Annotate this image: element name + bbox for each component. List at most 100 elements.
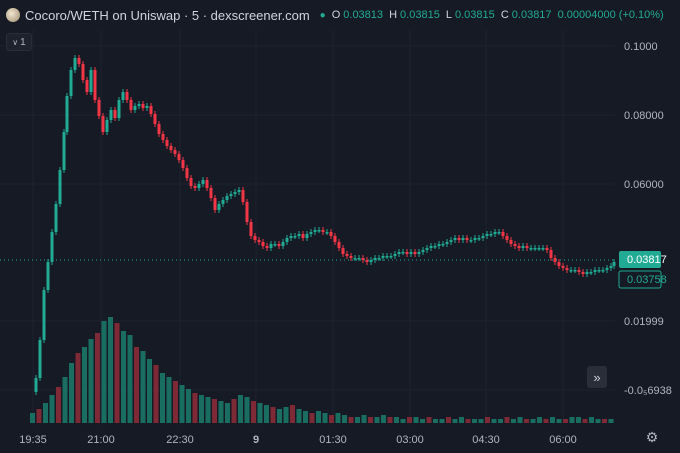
volume-bar <box>95 333 100 423</box>
candle-body <box>569 270 573 272</box>
high-label: H <box>389 9 398 21</box>
candle-body <box>62 132 66 170</box>
candle-body <box>465 238 469 240</box>
volume-bar <box>153 365 159 423</box>
price-axis-tick: -0.0₅6938 <box>624 385 672 397</box>
volume-bar <box>556 419 562 423</box>
volume-bar <box>192 393 198 423</box>
candle-body <box>205 180 209 188</box>
candle-body <box>581 272 585 274</box>
candle-body <box>389 256 393 258</box>
volume-bar <box>426 417 432 423</box>
candle-body <box>477 238 481 240</box>
volume-bar <box>179 385 185 423</box>
chart-settings-button[interactable]: ⚙ <box>644 429 660 445</box>
last-price-label: 0.03817 <box>627 254 667 266</box>
candle-body <box>493 232 497 234</box>
candle-body <box>533 248 537 250</box>
volume-bar <box>329 415 334 423</box>
high-value: 0.03815 <box>400 9 440 21</box>
candle-body <box>253 236 257 240</box>
volume-bar <box>251 401 256 423</box>
candle-body <box>101 116 105 132</box>
chevron-down-icon: ∨ <box>12 37 19 47</box>
pair-title: Cocoro/WETH on Uniswap · 5 · dexscreener… <box>25 7 310 23</box>
volume-bar <box>433 419 438 423</box>
candle-body <box>81 64 85 80</box>
volume-bar <box>517 417 523 423</box>
candle-body <box>69 70 73 96</box>
candle-body <box>289 236 293 238</box>
candle-body <box>505 236 509 240</box>
candle-body <box>137 104 141 106</box>
volume-bar <box>218 401 224 423</box>
candle-body <box>381 256 385 258</box>
time-axis-tick: 22:30 <box>166 434 194 446</box>
volume-bar <box>43 403 48 423</box>
candle-body <box>601 270 605 272</box>
candle-body <box>109 110 113 120</box>
candle-body <box>349 256 353 258</box>
candle-body <box>353 258 357 260</box>
candle-body <box>509 240 513 244</box>
token-logo-icon <box>6 8 20 22</box>
volume-bar <box>595 419 601 423</box>
candle-body <box>42 290 46 340</box>
volume-bar <box>244 397 250 423</box>
candle-body <box>549 250 553 258</box>
candle-body <box>573 270 577 272</box>
volume-bar <box>257 403 263 423</box>
candle-body <box>173 150 177 154</box>
price-axis-tick: 0.06000 <box>624 179 664 191</box>
candle-body <box>133 106 137 110</box>
volume-bar <box>504 417 510 423</box>
candle-body <box>129 100 133 110</box>
price-axis-tick: 0.1000 <box>624 41 658 53</box>
candle-body <box>285 238 289 242</box>
candle-body <box>405 252 409 254</box>
candle-body <box>177 154 181 160</box>
candle-body <box>161 134 165 140</box>
volume-bar <box>62 377 68 423</box>
volume-bar <box>361 415 367 423</box>
candle-body <box>565 268 569 270</box>
gear-icon: ⚙ <box>645 428 659 445</box>
candle-body <box>273 244 277 246</box>
candle-body <box>145 106 149 108</box>
candle-body <box>377 258 381 260</box>
volume-bar <box>114 323 120 423</box>
open-value: 0.03813 <box>343 9 384 21</box>
secondary-price-badge <box>618 270 662 289</box>
candle-body <box>557 262 561 266</box>
time-axis-tick: 04:30 <box>472 434 500 446</box>
candle-body <box>517 246 521 248</box>
candle-body <box>593 270 597 272</box>
volume-bar <box>478 419 484 423</box>
volume-toggle-label: 1 <box>20 36 26 48</box>
candle-body <box>277 244 281 246</box>
candle-body <box>481 236 485 238</box>
volume-bar <box>283 407 289 423</box>
candle-body <box>165 140 169 146</box>
candle-body <box>257 240 261 242</box>
volume-bar <box>270 407 276 423</box>
volume-bar <box>407 417 412 423</box>
candle-body <box>597 270 601 272</box>
candle-body <box>58 170 62 204</box>
candle-body <box>229 194 233 196</box>
candle-body <box>441 244 445 246</box>
candle-body <box>433 246 437 248</box>
candle-body <box>38 340 42 378</box>
candle-body <box>141 104 145 108</box>
candle-body <box>453 238 457 240</box>
candle-body <box>513 244 517 246</box>
candle-body <box>265 246 269 248</box>
candle-body <box>361 258 365 260</box>
volume-bar <box>212 399 217 423</box>
candle-body <box>97 100 101 116</box>
volume-bar <box>491 419 497 423</box>
volume-bar <box>108 317 113 423</box>
scroll-to-realtime-button[interactable]: » <box>587 366 607 388</box>
volume-bar <box>342 415 347 423</box>
